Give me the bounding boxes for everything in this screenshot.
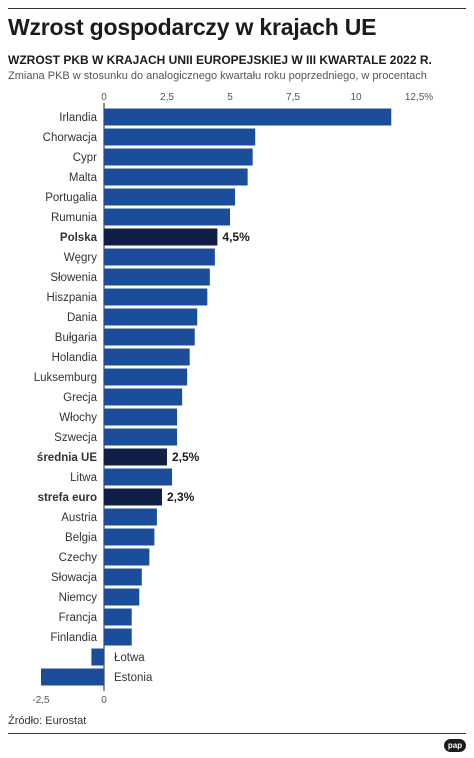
value-label: 2,5%	[172, 450, 200, 464]
page-title: Wzrost gospodarczy w krajach UE	[8, 14, 377, 40]
bar-14	[104, 388, 183, 406]
bar-16	[104, 428, 178, 446]
bar-17	[104, 448, 167, 466]
category-label: średnia UE	[37, 452, 97, 464]
category-label: Chorwacja	[43, 132, 98, 144]
bar-27	[91, 648, 104, 666]
x-tick-label-bottom: -2,5	[32, 695, 50, 706]
bar-10	[104, 308, 198, 326]
bar-23	[104, 568, 142, 586]
source-note: Źródło: Eurostat	[8, 715, 87, 727]
bar-7	[104, 248, 215, 266]
category-label: Portugalia	[45, 192, 97, 204]
x-tick-label-top: 5	[227, 92, 233, 103]
category-label: Malta	[69, 172, 98, 184]
category-label: Rumunia	[51, 212, 98, 224]
bar-5	[104, 208, 230, 226]
category-label: Cypr	[73, 152, 97, 164]
bar-18	[104, 468, 173, 486]
category-label: Luksemburg	[34, 372, 97, 384]
category-label: Słowacja	[51, 572, 98, 584]
category-label: Łotwa	[114, 652, 145, 664]
category-label: Grecja	[63, 392, 97, 404]
category-label: Słowenia	[50, 272, 97, 284]
value-label: 2,3%	[167, 490, 195, 504]
chart-description: Zmiana PKB w stosunku do analogicznego k…	[8, 70, 427, 82]
category-label: Węgry	[64, 252, 97, 264]
x-tick-label-top: 12,5%	[405, 92, 433, 103]
bar-24	[104, 588, 140, 606]
x-tick-label-top: 7,5	[286, 92, 300, 103]
x-tick-label-top: 2,5	[160, 92, 174, 103]
bar-3	[104, 168, 248, 186]
bar-12	[104, 348, 190, 366]
category-label: Dania	[67, 312, 98, 324]
bar-15	[104, 408, 178, 426]
x-tick-label-top: 0	[101, 92, 107, 103]
footer-rule	[8, 733, 466, 734]
bar-28	[41, 668, 104, 686]
bar-0	[104, 108, 392, 126]
bar-21	[104, 528, 155, 546]
value-label: 4,5%	[222, 230, 250, 244]
chart-subtitle: WZROST PKB W KRAJACH UNII EUROPEJSKIEJ W…	[8, 53, 432, 67]
top-rule	[8, 8, 466, 9]
bar-25	[104, 608, 132, 626]
category-label: Francja	[59, 612, 98, 624]
bar-8	[104, 268, 210, 286]
bar-2	[104, 148, 253, 166]
bar-26	[104, 628, 132, 646]
pap-logo: pap	[444, 739, 466, 752]
bar-13	[104, 368, 188, 386]
category-label: Hiszpania	[47, 292, 98, 304]
category-label: Niemcy	[59, 592, 98, 604]
bar-6	[104, 228, 218, 246]
category-label: Estonia	[114, 672, 153, 684]
category-label: Holandia	[52, 352, 98, 364]
bar-chart: 0 2,5 5 7,5 10 12,5% Irlandia Chorwacja Cypr Malt…	[32, 92, 433, 706]
bar-22	[104, 548, 150, 566]
category-label: Irlandia	[59, 112, 97, 124]
category-label: Polska	[60, 232, 98, 244]
category-label: Finlandia	[50, 632, 97, 644]
x-tick-label-bottom: 0	[101, 695, 107, 706]
bar-11	[104, 328, 195, 346]
bar-4	[104, 188, 236, 206]
bar-20	[104, 508, 157, 526]
bar-9	[104, 288, 208, 306]
category-label: strefa euro	[38, 492, 97, 504]
category-label: Szwecja	[54, 432, 97, 444]
category-label: Czechy	[59, 552, 98, 564]
bar-19	[104, 488, 162, 506]
category-label: Włochy	[59, 412, 97, 424]
category-label: Bułgaria	[55, 332, 98, 344]
category-label: Litwa	[70, 472, 97, 484]
category-label: Belgia	[65, 532, 98, 544]
x-tick-label-top: 10	[350, 92, 362, 103]
bar-1	[104, 128, 256, 146]
category-label: Austria	[61, 512, 97, 524]
